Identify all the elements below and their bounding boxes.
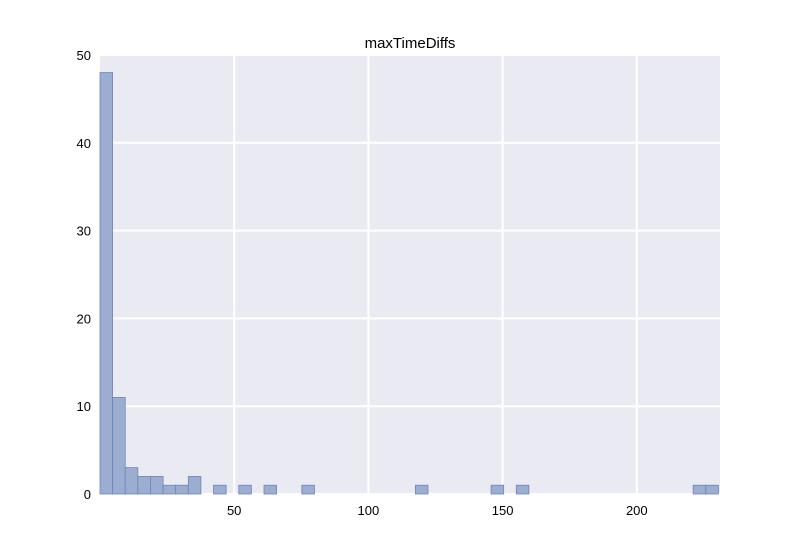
- x-tick-label: 150: [492, 503, 514, 518]
- histogram-bar: [705, 484, 719, 495]
- y-tick-label: 30: [77, 224, 91, 239]
- histogram-bar: [187, 476, 202, 495]
- histogram-bar: [515, 484, 530, 495]
- histogram-bar: [692, 484, 707, 495]
- histogram-bar: [150, 476, 164, 495]
- histogram-bar: [238, 484, 252, 495]
- y-tick-label: 20: [77, 311, 91, 326]
- plot-area: [100, 55, 720, 494]
- histogram-bar: [137, 476, 151, 495]
- histogram-bar: [414, 484, 429, 495]
- histogram-bar: [263, 484, 278, 495]
- chart-title: maxTimeDiffs: [365, 35, 456, 52]
- histogram-bar: [175, 484, 189, 495]
- histogram-bar: [112, 397, 126, 495]
- y-tick-label: 0: [84, 487, 91, 502]
- y-tick-label: 10: [77, 399, 91, 414]
- gridlines: [100, 54, 720, 495]
- histogram-bar: [124, 467, 139, 495]
- x-tick-label: 200: [626, 503, 648, 518]
- y-axis-ticks: 0 10 20 30 40 50: [77, 48, 91, 502]
- histogram-bar: [213, 484, 227, 495]
- histogram-bars: [99, 72, 719, 495]
- y-tick-label: 40: [77, 136, 91, 151]
- x-tick-label: 100: [358, 503, 380, 518]
- histogram-bar: [99, 72, 114, 495]
- histogram-bar: [301, 484, 315, 495]
- y-tick-label: 50: [77, 48, 91, 63]
- x-tick-label: 50: [227, 503, 241, 518]
- histogram-bar: [162, 484, 177, 495]
- histogram-bar: [490, 484, 505, 495]
- x-axis-ticks: 50 100 150 200: [227, 503, 648, 518]
